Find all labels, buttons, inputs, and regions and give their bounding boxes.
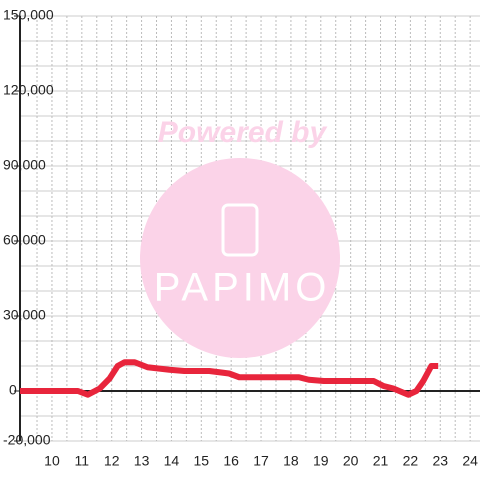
x-tick-label: 13 — [134, 453, 150, 469]
y-tick-label: 150,000 — [3, 7, 54, 23]
x-tick-label: 24 — [462, 453, 478, 469]
y-tick-label: 60,000 — [3, 232, 46, 248]
x-tick-label: 23 — [432, 453, 448, 469]
x-tick-label: 11 — [75, 453, 90, 469]
x-tick-label: 21 — [373, 453, 389, 469]
y-tick-label: 120,000 — [3, 82, 54, 98]
y-tick-label: 90,000 — [3, 157, 46, 173]
watermark-top: Powered by — [158, 116, 328, 149]
y-tick-label: -20,000 — [3, 432, 51, 448]
x-tick-label: 19 — [313, 453, 329, 469]
x-tick-label: 10 — [44, 453, 60, 469]
x-tick-label: 22 — [403, 453, 419, 469]
y-tick-label: 0 — [9, 382, 17, 398]
x-tick-label: 15 — [194, 453, 210, 469]
x-tick-label: 16 — [223, 453, 239, 469]
x-tick-label: 17 — [253, 453, 269, 469]
watermark-brand: PAPIMO — [154, 266, 331, 310]
watermark-circle — [140, 158, 340, 358]
x-tick-label: 20 — [343, 453, 359, 469]
data-line — [20, 359, 439, 398]
x-tick-label: 14 — [164, 453, 180, 469]
x-tick-label: 12 — [104, 453, 120, 469]
x-tick-label: 18 — [283, 453, 299, 469]
watermark-icon — [221, 203, 259, 257]
y-tick-label: 30,000 — [3, 307, 46, 323]
